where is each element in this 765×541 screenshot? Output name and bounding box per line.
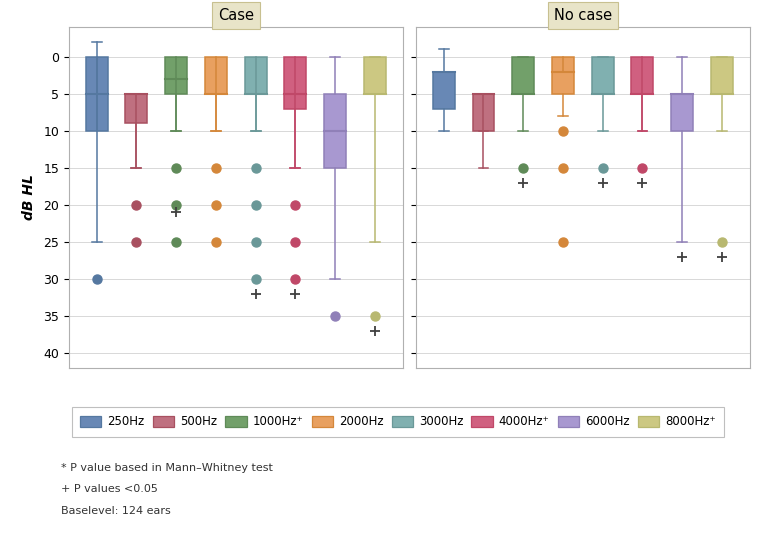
Bar: [205, 57, 226, 94]
Bar: [364, 57, 386, 94]
Text: Baselevel: 124 ears: Baselevel: 124 ears: [61, 506, 171, 516]
Bar: [711, 57, 733, 94]
Text: * P value based in Mann–Whitney test: * P value based in Mann–Whitney test: [61, 463, 273, 473]
Text: + P values <0.05: + P values <0.05: [61, 484, 158, 494]
Bar: [671, 94, 693, 131]
Bar: [324, 94, 346, 168]
Bar: [433, 71, 454, 109]
Bar: [285, 57, 306, 109]
Bar: [592, 57, 614, 94]
Title: Case: Case: [218, 8, 254, 23]
Bar: [473, 94, 494, 131]
Bar: [245, 57, 266, 94]
Bar: [513, 57, 534, 94]
Legend: 250Hz, 500Hz, 1000Hz⁺, 2000Hz, 3000Hz, 4000Hz⁺, 6000Hz, 8000Hz⁺: 250Hz, 500Hz, 1000Hz⁺, 2000Hz, 3000Hz, 4…: [72, 407, 724, 437]
Bar: [552, 57, 574, 94]
Bar: [125, 94, 148, 123]
Bar: [165, 57, 187, 94]
Title: No case: No case: [554, 8, 612, 23]
Y-axis label: dB HL: dB HL: [22, 175, 36, 220]
Bar: [86, 57, 108, 131]
Bar: [631, 57, 653, 94]
